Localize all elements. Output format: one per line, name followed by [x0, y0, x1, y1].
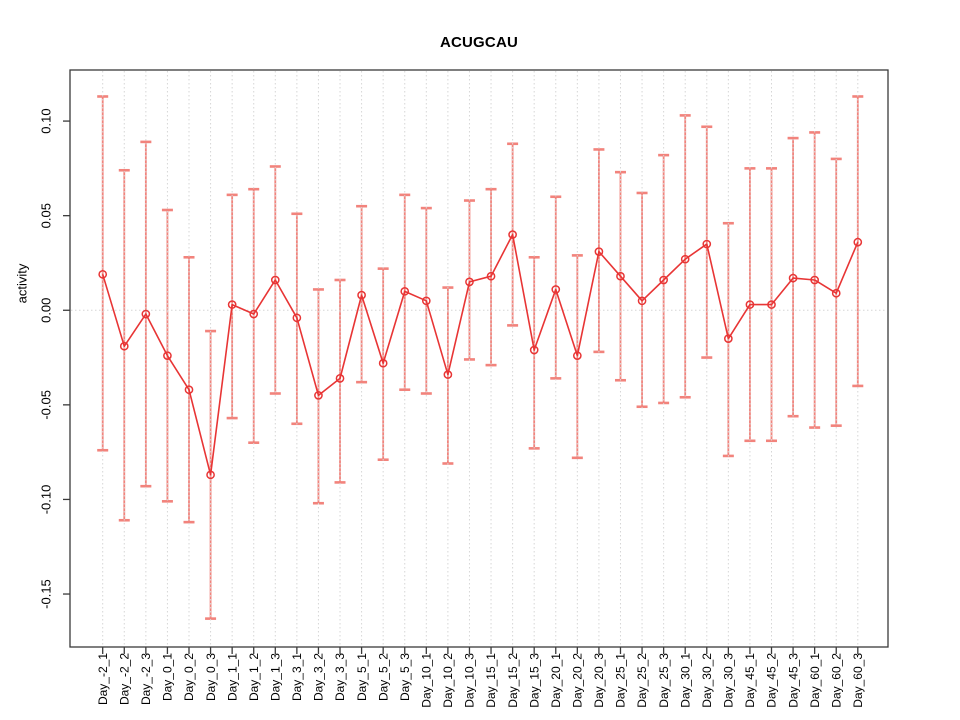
data-point — [292, 313, 302, 323]
y-tick-label: 0.10 — [39, 108, 54, 133]
data-point — [831, 288, 841, 298]
data-point — [767, 300, 776, 309]
x-tick-label: Day_45_1 — [743, 653, 757, 708]
data-point — [357, 290, 366, 300]
x-tick-label: Day_0_3 — [204, 653, 218, 701]
data-point — [659, 275, 668, 285]
x-tick-label: Day_1_2 — [247, 653, 261, 701]
x-tick-label: Day_3_1 — [290, 653, 304, 701]
x-tick-label: Day_-2_2 — [117, 653, 131, 705]
data-point — [680, 254, 690, 264]
data-point — [572, 351, 582, 361]
x-tick-label: Day_25_1 — [614, 653, 628, 708]
x-tick-label: Day_5_2 — [376, 653, 390, 701]
x-tick-label: Day_10_2 — [441, 653, 455, 708]
plot-box — [69, 69, 889, 648]
y-tick-label: -0.10 — [39, 485, 54, 515]
y-axis: 0.10 0.05 0.00 -0.05 -0.10 -0.15 activity — [15, 108, 70, 609]
data-point — [184, 385, 194, 395]
data-point — [443, 370, 453, 379]
data-point — [119, 341, 129, 351]
data-point — [486, 271, 496, 281]
x-tick-label: Day_60_3 — [851, 653, 865, 708]
data-point — [529, 345, 539, 355]
x-tick-label: Day_5_1 — [355, 653, 369, 701]
points-layer — [98, 230, 863, 480]
error-bars-layer — [97, 95, 864, 620]
data-point — [98, 269, 108, 279]
data-point — [400, 286, 410, 296]
data-point — [421, 296, 431, 306]
data-point — [508, 230, 517, 239]
x-tick-label: Day_20_2 — [571, 653, 585, 708]
data-point — [270, 275, 280, 285]
x-tick-label: Day_15_3 — [527, 653, 541, 708]
data-point — [788, 273, 798, 283]
x-tick-label: Day_20_3 — [592, 653, 606, 708]
data-point — [465, 277, 474, 287]
data-point — [637, 296, 647, 306]
data-point — [314, 391, 323, 400]
x-tick-label: Day_1_1 — [225, 653, 239, 701]
x-tick-label: Day_3_2 — [312, 653, 326, 701]
y-tick-label: -0.15 — [39, 579, 54, 609]
x-tick-label: Day_20_1 — [549, 653, 563, 708]
y-tick-label: 0.00 — [39, 298, 54, 323]
data-point — [810, 275, 820, 285]
data-point — [551, 285, 561, 294]
data-point — [206, 470, 215, 480]
y-tick-label: 0.05 — [39, 203, 54, 228]
data-point — [141, 309, 151, 319]
x-tick-label: Day_0_1 — [161, 653, 175, 701]
data-point — [745, 300, 755, 309]
x-tick-label: Day_60_2 — [829, 653, 843, 708]
x-tick-label: Day_25_2 — [635, 653, 649, 708]
x-tick-label: Day_25_3 — [657, 653, 671, 708]
x-tick-label: Day_0_2 — [182, 653, 196, 701]
x-tick-label: Day_30_3 — [722, 653, 736, 708]
x-tick-label: Day_1_3 — [268, 653, 282, 701]
data-point — [378, 358, 388, 368]
x-tick-label: Day_-2_3 — [139, 653, 153, 705]
x-axis: Day_-2_1 Day_-2_2 Day_-2_3 Day_0_1 Day_0_2 Da… — [96, 647, 865, 708]
chart-title: ACUGCAU — [439, 34, 519, 51]
x-tick-label: Day_10_3 — [463, 653, 477, 708]
x-tick-label: Day_10_1 — [420, 653, 434, 708]
x-tick-label: Day_3_3 — [333, 653, 347, 701]
x-tick-label: Day_15_1 — [484, 653, 498, 708]
data-point — [853, 237, 863, 247]
data-point — [163, 351, 172, 361]
data-point — [335, 374, 345, 383]
x-tick-label: Day_60_1 — [808, 653, 822, 708]
series-line — [101, 233, 859, 476]
data-point — [227, 300, 237, 309]
data-point — [616, 271, 625, 281]
data-point — [702, 239, 712, 249]
x-tick-label: Day_5_3 — [398, 653, 412, 701]
x-tick-label: Day_45_3 — [786, 653, 800, 708]
x-tick-label: Day_30_2 — [700, 653, 714, 708]
y-axis-title: activity — [15, 263, 30, 303]
grid-layer — [71, 71, 887, 646]
y-tick-label: -0.05 — [39, 390, 54, 420]
x-tick-label: Day_15_2 — [506, 653, 520, 708]
data-point — [724, 334, 733, 343]
data-point — [594, 247, 604, 256]
x-tick-label: Day_-2_1 — [96, 653, 110, 705]
x-tick-label: Day_30_1 — [678, 653, 692, 708]
x-tick-label: Day_45_2 — [765, 653, 779, 708]
data-point — [249, 309, 259, 319]
